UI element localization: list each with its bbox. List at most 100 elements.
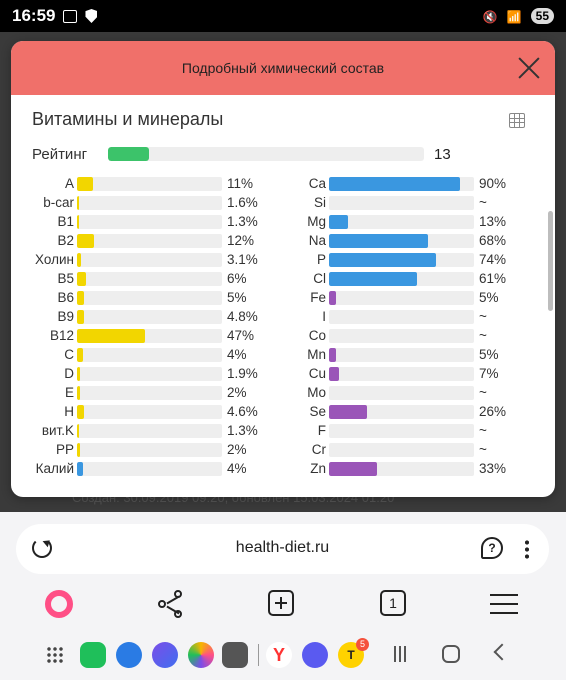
nutrient-row: I ~ (285, 307, 534, 326)
nutrient-percent: ~ (479, 328, 487, 343)
nutrient-bar (77, 233, 222, 248)
url-text[interactable]: health-diet.ru (235, 539, 330, 556)
nutrient-percent: 1.3% (227, 214, 258, 229)
nutrient-percent: 33% (479, 461, 507, 476)
nutrient-bar (329, 328, 474, 343)
nutrient-bar-fill (77, 423, 79, 438)
nutrient-bar (329, 233, 474, 248)
nutrient-percent: ~ (479, 195, 487, 210)
camera-app-icon[interactable] (222, 642, 248, 668)
messages-app-icon[interactable] (116, 642, 142, 668)
mute-icon: 🔇 (482, 10, 498, 24)
nutrient-percent: 68% (479, 233, 507, 248)
modal-header: Подробный химический состав (11, 41, 555, 95)
wifi-icon: 📶 (506, 10, 522, 24)
phone-app-icon[interactable] (80, 642, 106, 668)
add-tab-icon[interactable] (268, 590, 294, 616)
apps-grid-icon[interactable] (46, 646, 64, 664)
nutrient-name: E (64, 385, 74, 400)
nutrient-bar (329, 347, 474, 362)
modal-scrollbar[interactable] (548, 211, 553, 311)
nutrient-bar-fill (77, 328, 146, 343)
alice-icon[interactable] (45, 590, 73, 618)
nutrient-bar-fill (77, 347, 83, 362)
nutrient-name: H (64, 404, 74, 419)
rating-bar (108, 147, 424, 161)
nutrient-name: Mo (307, 385, 326, 400)
nutrient-bar-fill (329, 271, 418, 286)
nutrient-name: Na (308, 233, 326, 248)
screenshot-icon (63, 9, 78, 23)
close-icon[interactable] (517, 56, 541, 80)
address-bar[interactable]: health-diet.ru ? (16, 524, 549, 574)
nutrient-bar-fill (329, 461, 377, 476)
nutrient-row: Co ~ (285, 326, 534, 345)
nutrient-name: I (322, 309, 326, 324)
nutrient-percent: 4.8% (227, 309, 258, 324)
android-dock: Y T 5 (0, 630, 566, 680)
nutrient-row: C 4% (32, 345, 281, 364)
more-icon[interactable] (525, 539, 529, 559)
nutrient-percent: ~ (479, 385, 487, 400)
tabs-icon[interactable]: 1 (380, 590, 406, 616)
nutrient-row: Zn 33% (285, 459, 534, 478)
nutrient-name: B6 (57, 290, 74, 305)
minerals-column: Ca 90% Si ~ Mg 13% Na 68% P 74% Cl 61% Fe 5% I ~ Co ~ Mn 5%… (285, 174, 534, 478)
nutrient-row: Na 68% (285, 231, 534, 250)
nutrient-name: Si (313, 195, 326, 210)
nutrient-bar-fill (77, 271, 86, 286)
nutrient-name: A (64, 176, 74, 191)
nutrient-row: Cl 61% (285, 269, 534, 288)
nutrient-bar (329, 461, 474, 476)
nutrient-percent: 1.6% (227, 195, 258, 210)
nutrient-row: PP 2% (32, 440, 281, 459)
table-view-icon[interactable] (509, 113, 525, 128)
nutrient-bar-fill (77, 385, 80, 400)
nutrient-bar-fill (77, 442, 80, 457)
ask-ai-icon[interactable]: ? (481, 537, 503, 559)
nutrient-name: Калий (35, 461, 74, 476)
nutrient-name: B2 (57, 233, 74, 248)
reload-icon[interactable] (32, 538, 52, 558)
nutrient-bar (77, 404, 222, 419)
nutrient-percent: ~ (479, 423, 487, 438)
yandex-app-icon[interactable]: Y (266, 642, 292, 668)
nutrient-name: Ca (308, 176, 326, 191)
nutrient-percent: 47% (227, 328, 255, 343)
recent-apps-icon[interactable] (392, 646, 408, 662)
photos-app-icon[interactable] (188, 642, 214, 668)
browser-app-icon[interactable] (152, 642, 178, 668)
nutrient-bar-fill (329, 176, 460, 191)
nutrient-bar (329, 423, 474, 438)
home-icon[interactable] (442, 645, 460, 663)
nutrient-name: PP (55, 442, 74, 457)
nutrient-row: вит.K 1.3% (32, 421, 281, 440)
nutrient-percent: 7% (479, 366, 499, 381)
status-bar: 16:59 🔇 📶 55 (0, 0, 566, 32)
nutrient-percent: 4.6% (227, 404, 258, 419)
nutrient-name: Fe (310, 290, 326, 305)
browser-nav-row: 1 (0, 590, 566, 620)
nutrient-row: B2 12% (32, 231, 281, 250)
nutrient-bar (329, 366, 474, 381)
max-app-icon[interactable] (302, 642, 328, 668)
nutrient-bar (329, 271, 474, 286)
nutrient-row: Fe 5% (285, 288, 534, 307)
nutrient-percent: ~ (479, 442, 487, 457)
menu-icon[interactable] (490, 594, 518, 616)
nutrient-bar (77, 214, 222, 229)
nutrient-percent: 3.1% (227, 252, 258, 267)
nutrient-bar-fill (77, 233, 95, 248)
nutrient-bar (77, 290, 222, 305)
nutrient-bar-fill (329, 347, 337, 362)
back-icon[interactable] (493, 643, 511, 661)
nutrient-bar-fill (77, 309, 84, 324)
nutrient-row: Ca 90% (285, 174, 534, 193)
share-icon[interactable] (158, 590, 188, 620)
nutrient-bar (77, 328, 222, 343)
nutrient-bar (77, 271, 222, 286)
nutrient-percent: 12% (227, 233, 255, 248)
nutrient-bar (77, 309, 222, 324)
nutrient-bar (77, 366, 222, 381)
nutrient-name: Mg (307, 214, 326, 229)
